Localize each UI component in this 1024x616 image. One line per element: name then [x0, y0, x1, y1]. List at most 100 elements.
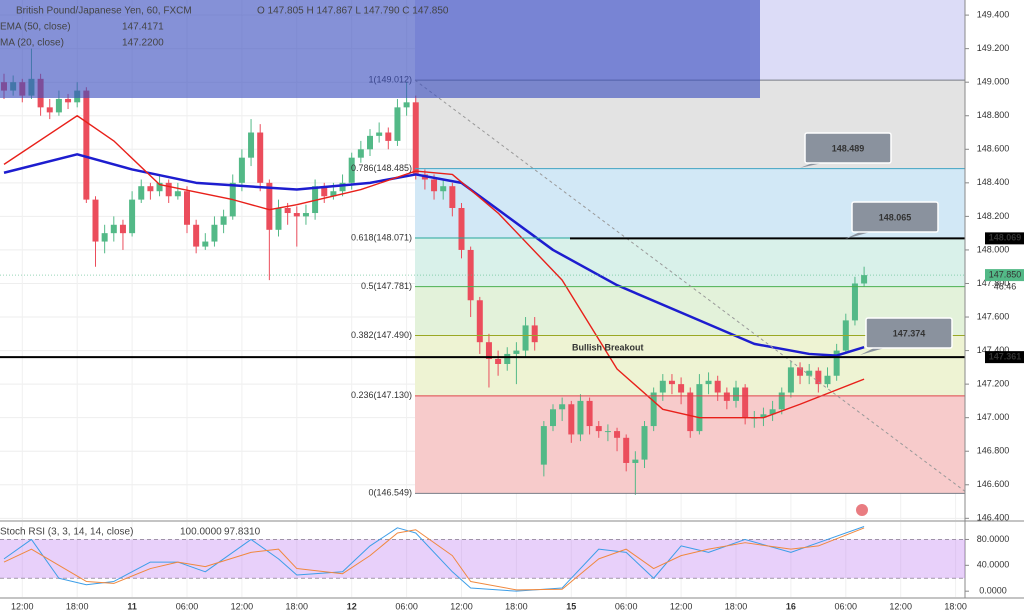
- candle-body: [495, 358, 502, 364]
- y-tick-label: 80.0000: [977, 534, 1010, 544]
- y-tick-label: 148.000: [977, 244, 1010, 254]
- callout-text: 148.065: [879, 212, 912, 222]
- x-tick-label: 06:00: [395, 601, 418, 611]
- x-tick-label: 18:00: [725, 601, 748, 611]
- candle-body: [577, 400, 584, 435]
- x-tick-label: 18:00: [505, 601, 528, 611]
- moving-average-line: [3, 115, 865, 419]
- candle-body: [55, 98, 62, 113]
- candle-body: [367, 135, 373, 150]
- stoch-rsi-line: [3, 527, 865, 591]
- candle-body: [815, 370, 822, 385]
- candle-body: [714, 380, 721, 393]
- y-tick-label: 0.0000: [979, 586, 1007, 596]
- candle-body: [174, 191, 181, 197]
- candle-body: [705, 380, 712, 385]
- candle-body: [632, 459, 639, 463]
- candle-body: [330, 191, 337, 197]
- y-tick-label: 146.600: [977, 479, 1010, 489]
- candle-body: [156, 182, 163, 192]
- candle-body: [284, 208, 291, 214]
- y-tick-label: 148.600: [977, 144, 1010, 154]
- x-tick-label: 12: [347, 601, 357, 611]
- candle-body: [101, 233, 108, 242]
- candle-body: [678, 384, 685, 393]
- price-axis: [965, 0, 1024, 598]
- y-tick-label: 147.200: [977, 379, 1010, 389]
- candle-body: [165, 182, 172, 197]
- indicator-title: Stoch RSI (3, 3, 14, 14, close): [0, 527, 133, 538]
- fib-label: 0.382(147.490): [351, 330, 412, 340]
- candle-body: [668, 380, 675, 385]
- ohlc-readout: O 147.805 H 147.867 L 147.790 C 147.850: [257, 6, 449, 17]
- candle-body: [458, 208, 465, 250]
- legend-value: 147.4171: [122, 22, 164, 33]
- fib-label: 0.236(147.130): [351, 390, 412, 400]
- last-price-label: 147.850: [989, 269, 1022, 279]
- y-tick-label: 147.600: [977, 311, 1010, 321]
- x-tick-label: 16: [786, 601, 796, 611]
- candle-body: [650, 392, 657, 427]
- candle-body: [431, 179, 438, 192]
- y-tick-label: 147.000: [977, 412, 1010, 422]
- fib-label: 0.5(147.781): [361, 281, 412, 291]
- y-tick-label: 149.400: [977, 9, 1010, 19]
- candle-body: [540, 426, 547, 465]
- candle-body: [833, 350, 840, 376]
- candle-body: [293, 213, 300, 217]
- y-tick-label: 147.400: [977, 345, 1010, 355]
- candle-body: [733, 387, 739, 401]
- candle-body: [257, 132, 264, 183]
- callout-pointer: [860, 347, 888, 355]
- countdown: 46:46: [994, 281, 1017, 291]
- legend-value: 147.2200: [122, 38, 164, 49]
- price-tag: [985, 351, 1024, 364]
- candle-body: [861, 275, 868, 284]
- last-price-tag: [985, 269, 1024, 282]
- x-tick-label: 12:00: [11, 601, 34, 611]
- candle-body: [824, 375, 831, 385]
- candle-body: [412, 102, 419, 175]
- callout-text: 147.374: [893, 328, 926, 338]
- candle-body: [193, 224, 200, 247]
- candle-body: [385, 132, 392, 141]
- candle-body: [760, 414, 767, 418]
- candle-body: [220, 216, 227, 225]
- stoch-rsi-line: [3, 526, 865, 592]
- candle-body: [467, 249, 474, 301]
- candle-body: [476, 300, 483, 343]
- candle-body: [696, 384, 703, 432]
- fib-zone: [415, 238, 965, 287]
- candle-body: [851, 283, 858, 321]
- price-tag: [985, 232, 1024, 245]
- y-tick-label: 40.0000: [977, 560, 1010, 570]
- callout-text: 148.489: [832, 143, 865, 153]
- callout-box: [804, 132, 892, 164]
- candle-body: [769, 409, 776, 415]
- candle-body: [248, 132, 255, 158]
- candle-body: [376, 132, 383, 136]
- candle-body: [806, 370, 813, 376]
- candle-body: [110, 224, 117, 234]
- candle-body: [449, 186, 456, 208]
- candle-body: [65, 98, 72, 103]
- x-tick-label: 12:00: [231, 601, 254, 611]
- x-tick-label: 15: [566, 601, 576, 611]
- y-tick-label: 148.200: [977, 211, 1010, 221]
- band-fill: [0, 539, 965, 579]
- candle-body: [238, 157, 245, 183]
- x-tick-label: 12:00: [889, 601, 912, 611]
- x-tick-label: 06:00: [176, 601, 199, 611]
- candle-body: [138, 186, 145, 200]
- candle-body: [357, 149, 364, 158]
- candle-body: [595, 426, 602, 432]
- candle-body: [568, 404, 575, 435]
- callout-box: [851, 201, 939, 233]
- legend-entry: MA (20, close): [0, 38, 64, 49]
- drawing-rectangle: [0, 0, 760, 98]
- candle-body: [687, 392, 694, 432]
- fib-label: 0.618(148.071): [351, 232, 412, 242]
- indicator-value: 97.8310: [224, 527, 261, 538]
- candle-body: [797, 367, 804, 376]
